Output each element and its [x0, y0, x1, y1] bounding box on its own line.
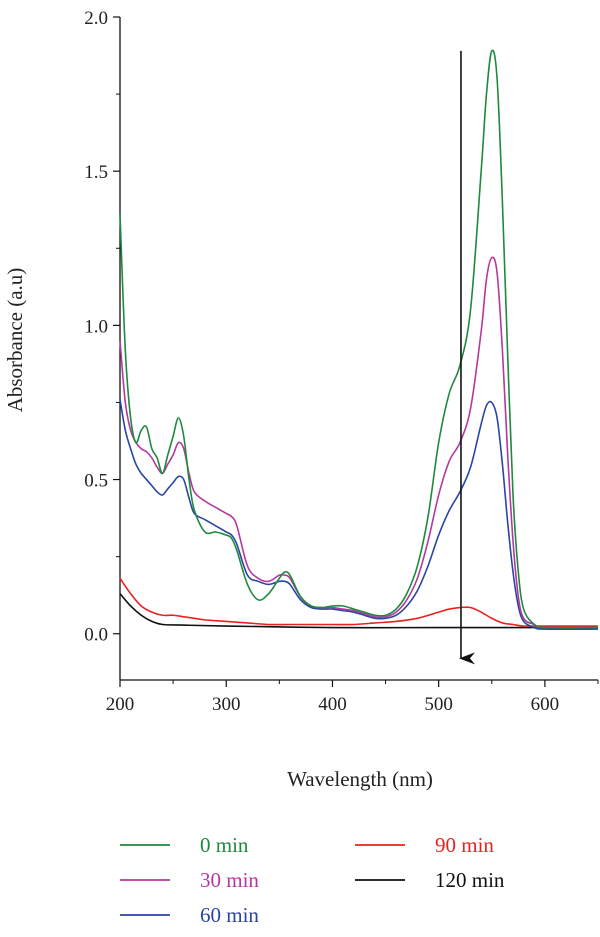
plot-frame: [119, 17, 598, 681]
series-line-60-min: [119, 399, 599, 631]
x-tick-label: 200: [106, 694, 135, 715]
x-tick-label: 600: [531, 694, 560, 715]
legend: 0 min 30 min 60 min 90 min 120 min: [120, 833, 505, 927]
series-line-90-min: [119, 577, 598, 627]
legend-label: 30 min: [200, 868, 259, 892]
legend-label: 90 min: [435, 833, 494, 857]
series-line-30-min: [119, 256, 599, 629]
x-axis-title: Wavelength (nm): [287, 767, 433, 791]
y-tick-label: 2.0: [84, 8, 108, 29]
legend-label: 120 min: [435, 868, 505, 892]
x-tick-label: 500: [424, 694, 453, 715]
y-tick-label: 1.5: [84, 162, 108, 183]
y-tick-label: 0.0: [84, 625, 108, 646]
x-tick-label: 300: [212, 694, 241, 715]
series-line-0-min: [119, 49, 599, 629]
y-tick-label: 1.0: [84, 316, 108, 337]
legend-label: 60 min: [200, 903, 259, 927]
series-lines: [119, 49, 599, 631]
y-tick-label: 0.5: [84, 471, 108, 492]
legend-label: 0 min: [200, 833, 249, 857]
axis-ticks: 0.0 0.5 1.0 1.5 2.0 200 300 400 500 600: [84, 8, 599, 715]
series-line-120-min: [119, 593, 598, 629]
y-axis-title: Absorbance (a.u): [3, 268, 27, 413]
x-tick-label: 400: [318, 694, 347, 715]
